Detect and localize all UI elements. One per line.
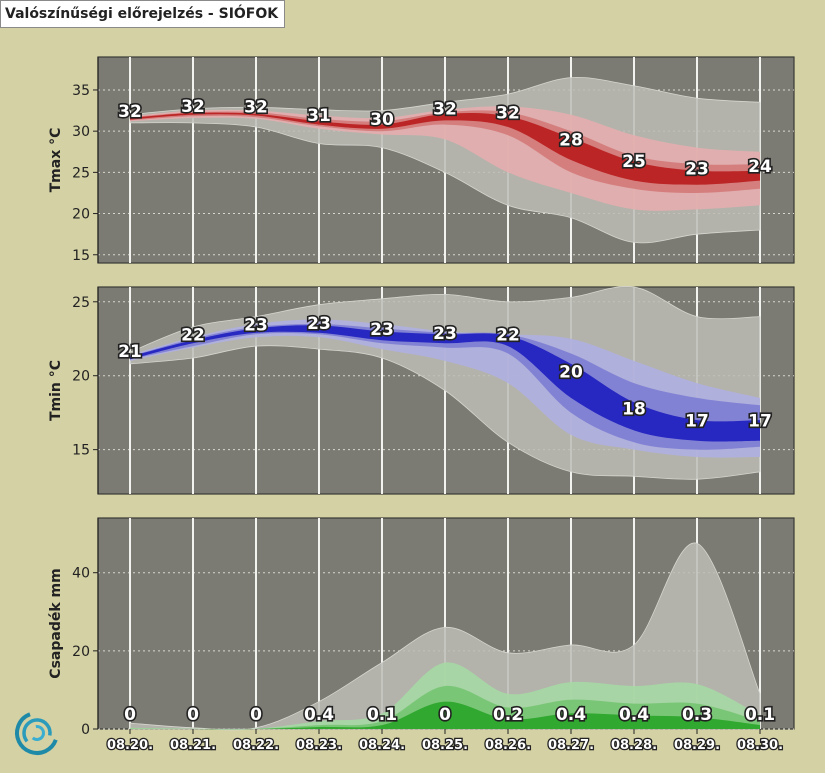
chart-title: Valószínűségi előrejelzés - SIÓFOK <box>0 0 286 28</box>
x-tick-label: 08.28. <box>611 738 657 753</box>
x-tick-label: 08.29. <box>674 738 720 753</box>
band-25-75-tmin <box>130 323 760 450</box>
data-label-tmax: 28 <box>559 131 583 151</box>
data-label-tmax: 30 <box>370 110 394 130</box>
data-label-tmax: 32 <box>118 102 142 122</box>
data-label-precip: 0.4 <box>619 705 649 725</box>
band-25-75-tmax <box>130 110 760 193</box>
data-label-tmax: 32 <box>181 97 205 117</box>
data-label-precip: 0 <box>439 705 451 725</box>
x-tick-label: 08.24. <box>359 738 405 753</box>
x-tick-label: 08.30. <box>737 738 783 753</box>
data-label-tmin: 23 <box>307 314 331 334</box>
data-label-tmax: 32 <box>244 98 268 118</box>
band-main-tmin <box>130 325 760 442</box>
data-label-tmin: 23 <box>244 315 268 335</box>
data-label-precip: 0.1 <box>367 705 397 725</box>
y-tick-label-tmax: 20 <box>72 207 90 223</box>
data-label-precip: 0.4 <box>304 705 334 725</box>
y-tick-label-tmax: 25 <box>72 165 90 181</box>
y-tick-label-precip: 20 <box>72 644 90 660</box>
y-tick-label-tmin: 20 <box>72 369 90 385</box>
data-label-tmin: 23 <box>370 320 394 340</box>
data-label-tmin: 17 <box>685 411 709 431</box>
data-label-precip: 0.4 <box>556 705 586 725</box>
panel-precip: 0 20 40 Csapadék mm 0 0 0 0.4 0.1 0 0.2 0.4 0.4 0.3 0.… <box>48 517 795 738</box>
x-tick-label: 08.22. <box>233 738 279 753</box>
data-label-tmin: 18 <box>622 400 646 420</box>
data-label-precip: 0.2 <box>493 705 523 725</box>
panel-tmax: 15 20 25 30 35 Tmax °C 32 32 32 31 30 32 32 28 25 23 24 <box>48 56 795 264</box>
band-10-90-tmax <box>130 106 760 211</box>
y-axis-title-precip: Csapadék mm <box>48 568 64 678</box>
y-axis-title-tmin: Tmin °C <box>48 360 64 421</box>
data-label-tmin: 23 <box>433 324 457 344</box>
y-tick-label-tmin: 15 <box>72 443 90 459</box>
data-label-precip: 0.3 <box>682 705 712 725</box>
data-label-tmax: 23 <box>685 159 709 179</box>
x-tick-label: 08.20. <box>107 738 153 753</box>
y-tick-label-tmax: 35 <box>72 83 90 99</box>
y-tick-label-tmax: 15 <box>72 248 90 264</box>
data-label-tmin: 22 <box>496 326 520 346</box>
data-label-tmin: 21 <box>118 342 142 362</box>
data-label-precip: 0 <box>187 705 199 725</box>
data-label-precip: 0 <box>250 705 262 725</box>
data-label-tmin: 17 <box>748 411 772 431</box>
y-tick-label-tmin: 25 <box>72 295 90 311</box>
band-main-precip <box>130 701 760 730</box>
data-label-precip: 0 <box>124 705 136 725</box>
data-label-tmax: 31 <box>307 106 331 126</box>
data-label-tmax: 24 <box>748 157 772 177</box>
y-tick-label-tmax: 30 <box>72 124 90 140</box>
y-axis-title-tmax: Tmax °C <box>48 128 64 193</box>
panel-tmin: 15 20 25 Tmin °C 21 22 23 23 23 23 22 20 18 17 17 <box>48 286 795 495</box>
x-tick-label: 08.25. <box>422 738 468 753</box>
band-main-tmax <box>130 112 760 185</box>
omsz-swirl-logo <box>15 711 59 755</box>
data-label-precip: 0.1 <box>745 705 775 725</box>
x-tick-label: 08.27. <box>548 738 594 753</box>
data-label-tmin: 20 <box>559 363 583 383</box>
x-tick-label: 08.21. <box>170 738 216 753</box>
logo-ring-inner <box>29 725 45 741</box>
data-label-tmax: 32 <box>496 103 520 123</box>
logo-ring-outer <box>15 711 59 755</box>
data-label-tmax: 25 <box>622 152 646 172</box>
y-tick-label-precip: 40 <box>72 566 90 582</box>
x-tick-label: 08.23. <box>296 738 342 753</box>
data-label-tmax: 32 <box>433 99 457 119</box>
data-label-tmin: 22 <box>181 326 205 346</box>
x-tick-label: 08.26. <box>485 738 531 753</box>
y-tick-label-precip: 0 <box>81 722 90 738</box>
